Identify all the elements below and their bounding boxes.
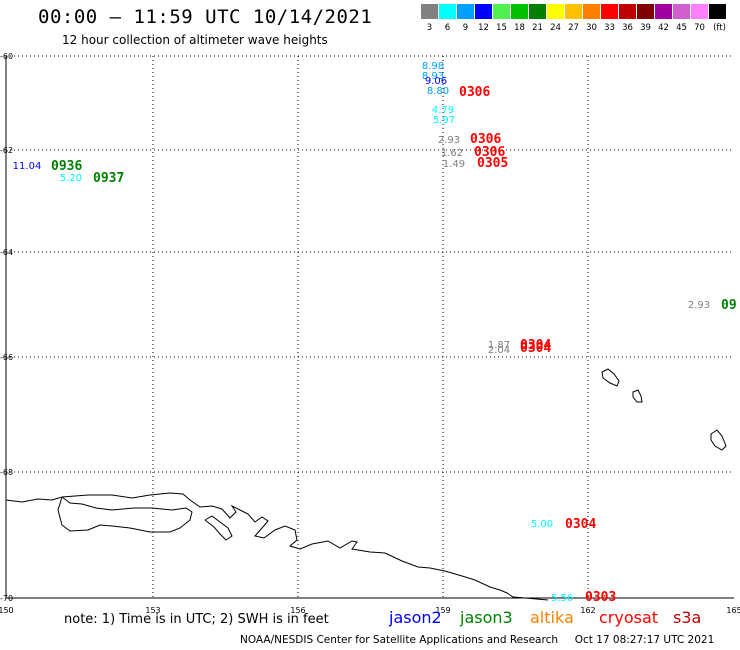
lat-tick-label: -68 — [0, 468, 13, 477]
scale-label: 30 — [586, 23, 597, 33]
scale-swatch — [637, 4, 654, 19]
swh-value-label: 1.49 — [443, 159, 465, 170]
swh-value-label: 2.04 — [488, 345, 510, 356]
swh-value-label: 5.56 — [551, 593, 573, 604]
scale-swatch — [673, 4, 690, 19]
island-path — [632, 389, 643, 403]
scale-swatch — [655, 4, 672, 19]
scale-label: 45 — [676, 23, 687, 33]
lon-tick-label: 153 — [145, 606, 160, 615]
pass-time-label: 0306 — [474, 145, 505, 160]
lon-tick-label: 159 — [435, 606, 450, 615]
scale-label: 39 — [640, 23, 651, 33]
scale-swatch — [511, 4, 528, 19]
scale-swatch — [475, 4, 492, 19]
page-subtitle: 12 hour collection of altimeter wave hei… — [62, 33, 328, 47]
scale-swatch — [709, 4, 726, 19]
scale-swatch — [457, 4, 474, 19]
pass-time-label: 0937 — [93, 171, 124, 186]
swh-value-label: 8.98 — [422, 61, 444, 72]
swh-value-label: 9.06 — [425, 76, 447, 87]
pass-time-label: 0305 — [477, 156, 508, 171]
scale-label: 42 — [658, 23, 669, 33]
scale-label: 12 — [478, 23, 489, 33]
scale-label: 33 — [604, 23, 615, 33]
lat-tick-label: -62 — [0, 146, 13, 155]
map-grid: 150 153 156 159 162 165 -60 -62 -64 -66 -68 -70 — [0, 52, 740, 615]
scale-swatch — [601, 4, 618, 19]
scale-label: (ft) — [713, 23, 726, 33]
footnote: note: 1) Time is in UTC; 2) SWH is in fe… — [64, 612, 329, 627]
island-path — [710, 429, 727, 451]
scale-label: 21 — [532, 23, 543, 33]
satellite-s3a: s3a — [673, 608, 702, 627]
coastline-bay-path — [204, 515, 233, 541]
island-path — [601, 368, 620, 387]
swh-value-label: 2.93 — [438, 135, 460, 146]
scale-label: 27 — [568, 23, 579, 33]
scale-swatch — [691, 4, 708, 19]
lon-tick-label: 150 — [0, 606, 14, 615]
swh-value-label: 5.97 — [433, 115, 455, 126]
page-title: 00:00 – 11:59 UTC 10/14/2021 — [38, 6, 373, 28]
credit-line: NOAA/NESDIS Center for Satellite Applica… — [240, 634, 714, 646]
pass-time-label: 0306 — [459, 85, 490, 100]
scale-swatch — [439, 4, 456, 19]
generated-timestamp: Oct 17 08:27:17 UTC 2021 — [574, 634, 715, 646]
pass-time-label: 0304 — [565, 517, 596, 532]
scale-swatch — [529, 4, 546, 19]
lon-tick-label: 156 — [290, 606, 305, 615]
swh-value-label: 5.00 — [531, 519, 553, 530]
satellite-jason2: jason2 — [389, 608, 442, 627]
scale-label: 9 — [462, 23, 469, 33]
observation-labels: 8.988.939.068.80 4.795.97 2.93 1.621.49 11.0… — [13, 61, 737, 605]
scale-label: 70 — [694, 23, 705, 33]
coastline-inlet-path — [57, 496, 193, 533]
swh-value-label: 4.79 — [432, 105, 454, 116]
lat-tick-label: -66 — [0, 353, 13, 362]
lat-tick-label: -60 — [0, 52, 13, 61]
scale-label: 24 — [550, 23, 561, 33]
scale-swatch — [493, 4, 510, 19]
pass-time-label: 09 — [721, 298, 737, 313]
scale-swatch — [421, 4, 438, 19]
scale-swatch — [583, 4, 600, 19]
antarctic-coastline — [5, 368, 727, 601]
satellite-jason3: jason3 — [460, 608, 513, 627]
credit-text: NOAA/NESDIS Center for Satellite Applica… — [240, 634, 558, 646]
swh-value-label: 8.93 — [422, 71, 444, 82]
satellite-cryosat: cryosat — [599, 608, 659, 627]
coastline-path — [5, 492, 549, 601]
lon-tick-label: 165 — [726, 606, 740, 615]
swh-value-label: 2.93 — [688, 300, 710, 311]
scale-swatch — [547, 4, 564, 19]
scale-swatch — [565, 4, 582, 19]
swh-value-label: 8.80 — [427, 86, 449, 97]
scale-label: 36 — [622, 23, 633, 33]
scale-label: 6 — [444, 23, 451, 33]
swh-value-label: 5.20 — [60, 173, 82, 184]
scale-label: 15 — [496, 23, 507, 33]
swh-value-label: 11.04 — [13, 161, 42, 172]
pass-time-label: 0304 — [520, 338, 551, 353]
pass-time-label: 0303 — [585, 590, 616, 605]
scale-swatch — [619, 4, 636, 19]
satellite-altika: altika — [530, 608, 574, 627]
lat-tick-label: -70 — [0, 594, 13, 603]
pass-time-label: 0304 — [520, 341, 551, 356]
lat-tick-label: -64 — [0, 248, 13, 257]
swh-value-label: 1.87 — [488, 340, 510, 351]
lon-tick-label: 162 — [580, 606, 595, 615]
scale-label: 3 — [426, 23, 433, 33]
scale-label: 18 — [514, 23, 525, 33]
pass-time-label: 0936 — [51, 159, 82, 174]
pass-time-label: 0306 — [470, 132, 501, 147]
swh-value-label: 1.62 — [441, 148, 463, 159]
